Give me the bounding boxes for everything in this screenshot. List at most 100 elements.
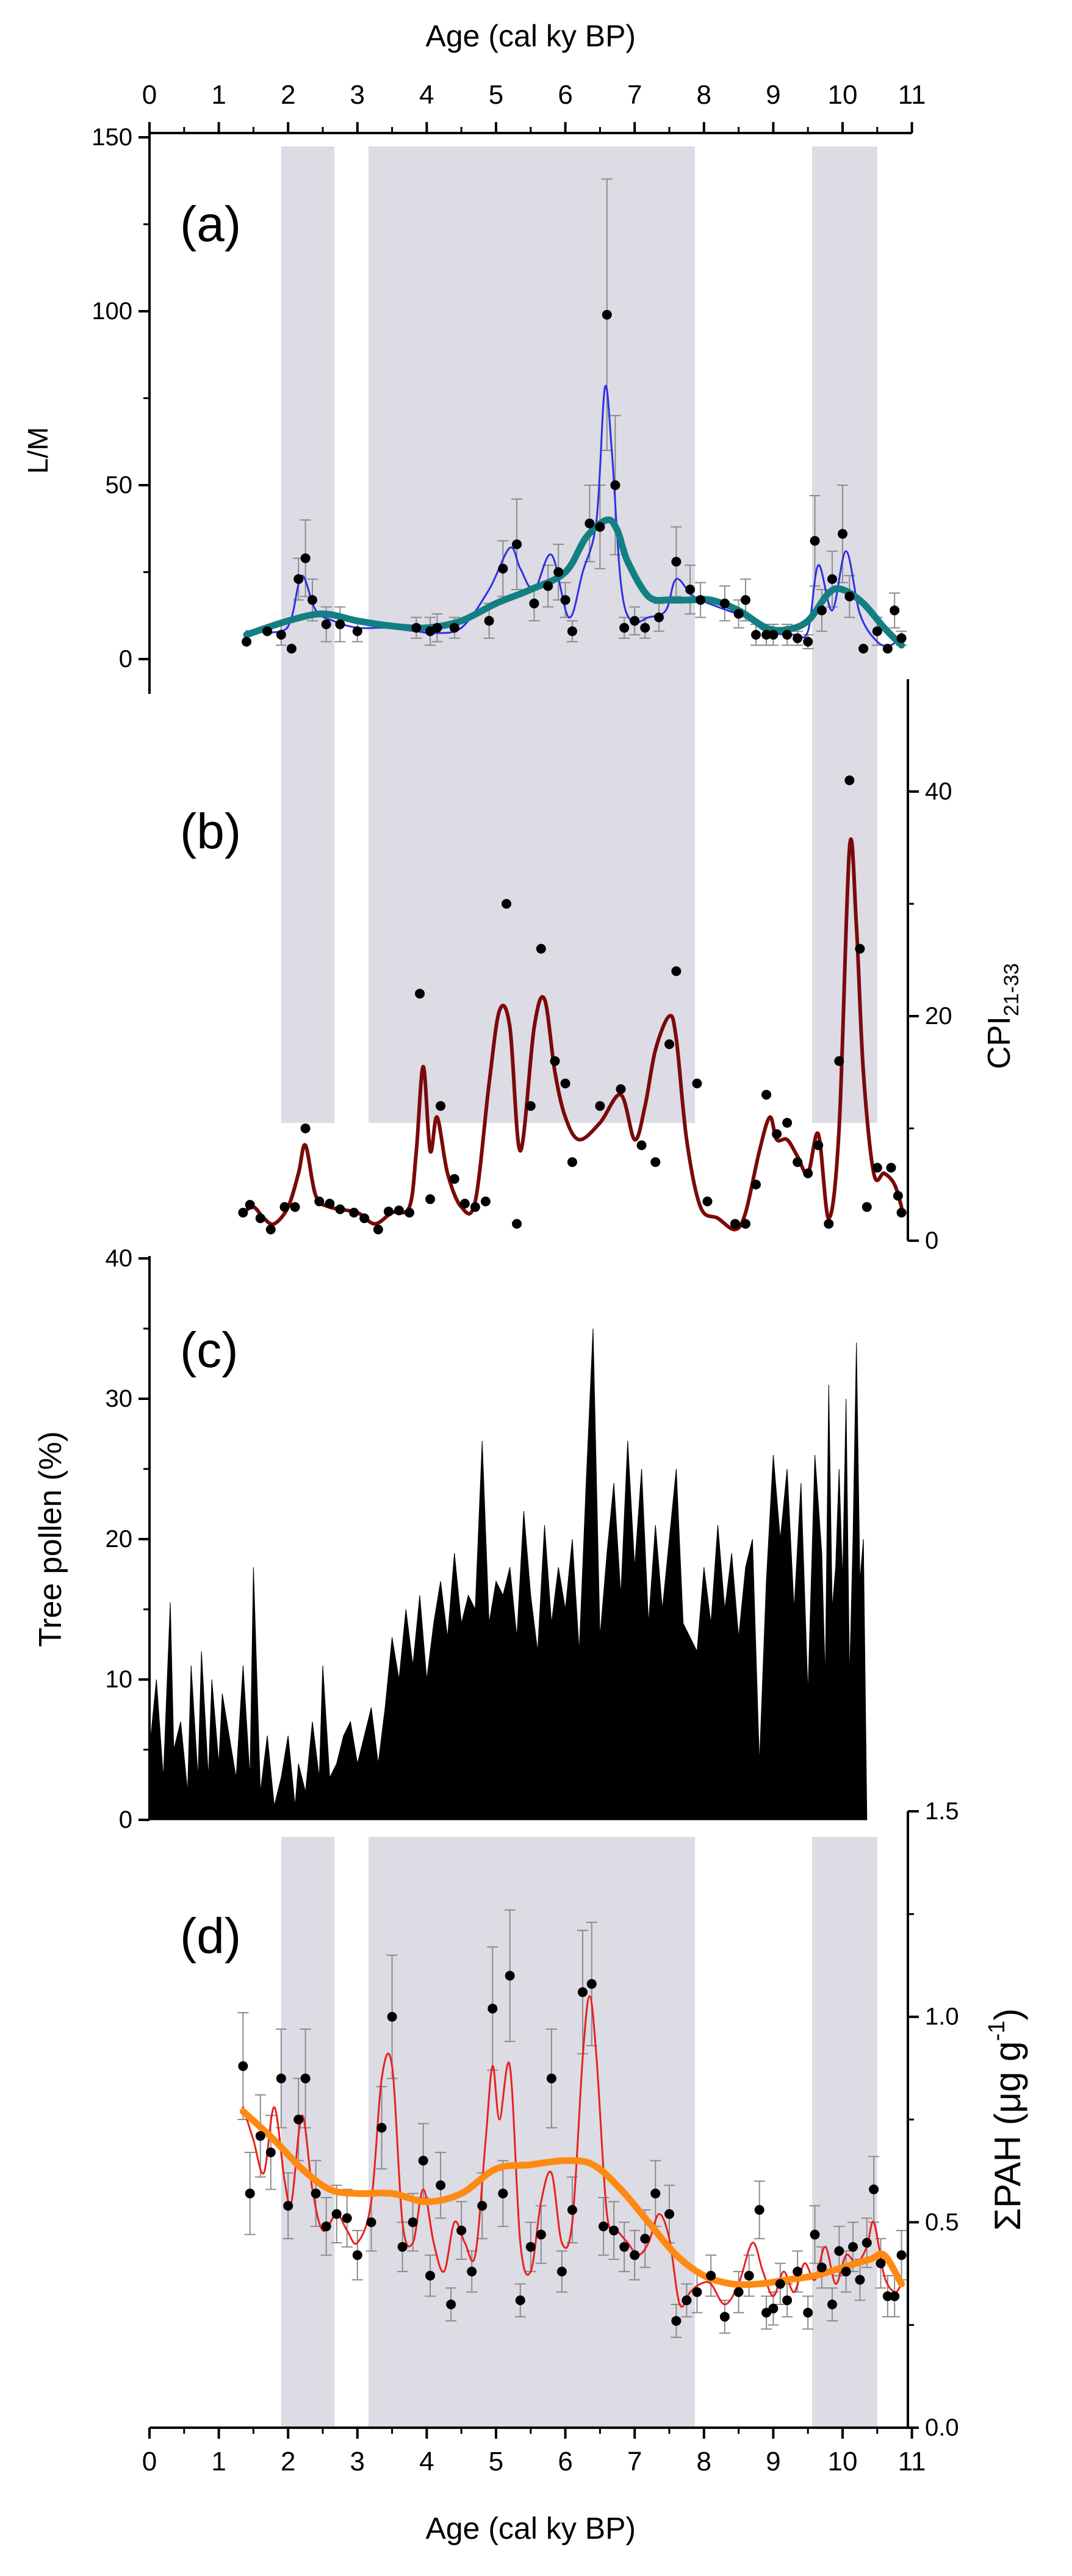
data-point (543, 581, 553, 591)
data-point (335, 619, 345, 629)
tree-pollen-area (149, 1328, 868, 1820)
data-point (556, 2267, 567, 2277)
x-tick-label: 9 (766, 2447, 780, 2477)
data-point (664, 1039, 674, 1049)
data-point (653, 612, 664, 622)
x-tick-label: 7 (627, 2447, 642, 2477)
data-point (775, 2279, 785, 2289)
data-point (578, 1987, 588, 1997)
data-point (793, 633, 803, 643)
data-point (387, 2011, 397, 2022)
data-point (640, 622, 650, 633)
data-point (300, 2073, 311, 2084)
data-point (636, 1140, 647, 1150)
data-point (342, 2213, 352, 2223)
data-point (872, 626, 882, 637)
y-tick-label: 0 (925, 1227, 938, 1254)
shaded-interval-lower (368, 1837, 696, 2428)
data-point (609, 2225, 619, 2235)
data-point (886, 1163, 896, 1173)
y-tick-label: 20 (925, 1003, 952, 1030)
data-point (366, 2217, 376, 2228)
data-point (630, 616, 640, 626)
panel-tag: (a) (180, 197, 241, 252)
data-point (810, 2229, 820, 2240)
x-tick-label: 1 (211, 2447, 226, 2477)
data-point (862, 1202, 872, 1212)
data-point (408, 2217, 418, 2228)
x-tick-label: 10 (828, 2447, 858, 2477)
data-point (816, 2262, 827, 2273)
x-tick-label: 11 (898, 2447, 926, 2477)
data-point (671, 557, 682, 567)
data-point (650, 1157, 661, 1167)
data-point (484, 616, 494, 626)
data-point (740, 595, 750, 605)
data-point (610, 480, 621, 490)
data-point (560, 595, 570, 605)
data-point (525, 2242, 536, 2252)
y-axis-label: ΣPAH (μg g-1) (984, 2008, 1028, 2231)
data-point (255, 2130, 265, 2141)
data-point (331, 2209, 342, 2219)
y-tick-label: 150 (92, 124, 132, 151)
x-tick-label: 5 (489, 80, 503, 110)
data-point (349, 1208, 359, 1218)
data-point (838, 529, 847, 539)
y-tick-label: 1.5 (925, 1798, 959, 1825)
data-point (238, 2061, 248, 2071)
y-axis-label: CPI21-33 (982, 963, 1023, 1069)
data-point (307, 595, 317, 605)
panel-b-cpi: 0 20 40 (b) CPI21-33 (180, 679, 1023, 1254)
panel-d-pah: 0.0 0.5 1.0 1.5 (d) ΣPAH (μg g-1) (180, 1798, 1028, 2441)
data-point (740, 1219, 750, 1229)
data-point (425, 1194, 436, 1204)
y-tick-label: 0.5 (925, 2209, 959, 2235)
data-point (477, 2201, 487, 2211)
data-point (512, 1219, 522, 1229)
data-point (706, 2270, 716, 2281)
data-point (242, 637, 252, 647)
x-axis-label-top: Age (cal ky BP) (426, 19, 636, 53)
panel-tag: (b) (180, 804, 241, 859)
data-point (405, 1208, 414, 1218)
data-point (436, 2180, 446, 2190)
panel-c-tree-pollen: 0 10 20 30 40 (c) Tree pollen (%) (33, 1245, 868, 1833)
data-point (696, 595, 706, 605)
data-point (300, 1124, 311, 1133)
data-point (733, 2287, 744, 2297)
x-tick-label: 3 (350, 80, 365, 110)
data-point (536, 943, 546, 954)
data-point (245, 1200, 255, 1210)
shaded-interval-lower (812, 1837, 877, 2428)
data-point (650, 2188, 661, 2199)
data-point (692, 1078, 702, 1089)
data-point (276, 2073, 286, 2084)
data-point (314, 1196, 325, 1207)
data-point (896, 1208, 907, 1218)
data-point (810, 536, 820, 546)
data-point (446, 2300, 456, 2310)
data-point (599, 2221, 609, 2232)
data-point (702, 1196, 713, 1207)
data-point (359, 1213, 370, 1224)
data-point (768, 630, 779, 640)
data-point (793, 2267, 803, 2277)
x-tick-label: 4 (419, 2447, 434, 2477)
data-point (685, 585, 696, 594)
data-point (664, 2209, 674, 2219)
data-point (793, 1157, 803, 1167)
data-point (335, 1204, 345, 1214)
data-point (848, 2242, 858, 2252)
data-point (595, 522, 605, 532)
y-tick-label: 20 (106, 1526, 133, 1553)
data-point (505, 1971, 515, 1981)
data-point (293, 2115, 304, 2125)
data-point (844, 775, 855, 785)
shaded-interval-upper (368, 146, 696, 1123)
data-point (719, 2312, 730, 2322)
data-point (255, 1213, 265, 1224)
x-tick-label: 9 (766, 80, 780, 110)
data-point (595, 1101, 605, 1111)
data-point (782, 2295, 793, 2306)
